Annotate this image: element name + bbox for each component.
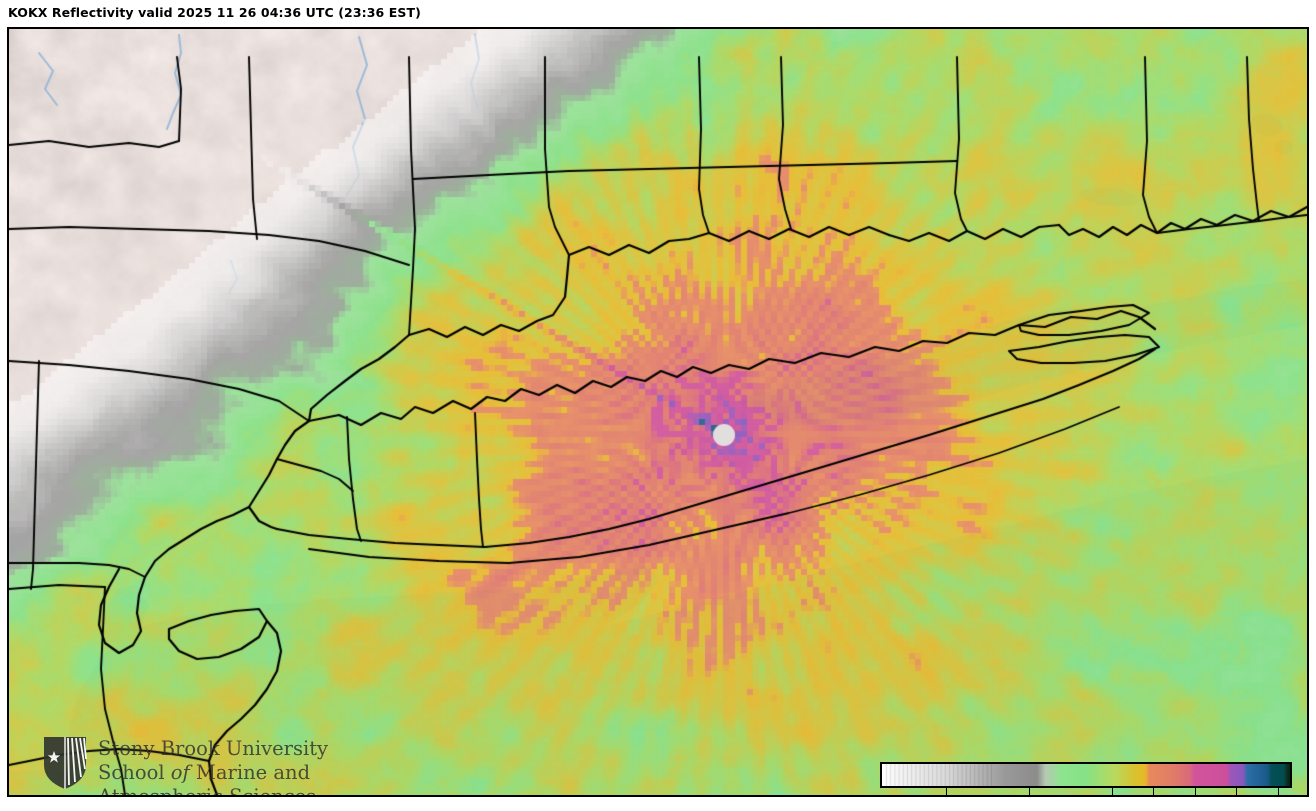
colorbar-tick-0 — [946, 788, 947, 795]
reflectivity-colorbar: 0 20 40 50 60 70 80 — [880, 762, 1294, 797]
colorbar-tick-20 — [1029, 788, 1030, 795]
colorbar-tick-40 — [1112, 788, 1113, 795]
colorbar-label-70: 70 — [1226, 795, 1245, 797]
colorbar-tick-70 — [1236, 788, 1237, 795]
colorbar-label-50: 50 — [1143, 795, 1162, 797]
colorbar-gradient — [880, 762, 1292, 788]
radar-map-frame[interactable]: Stony Brook University School of Marine … — [7, 27, 1309, 797]
colorbar-tick-60 — [1195, 788, 1196, 795]
colorbar-label-0: 0 — [941, 795, 951, 797]
colorbar-label-40: 40 — [1102, 795, 1121, 797]
colorbar-tick-80 — [1278, 788, 1279, 795]
colorbar-label-20: 20 — [1019, 795, 1038, 797]
page-title: KOKX Reflectivity valid 2025 11 26 04:36… — [8, 5, 421, 20]
colorbar-label-60: 60 — [1185, 795, 1204, 797]
title-bar: KOKX Reflectivity valid 2025 11 26 04:36… — [0, 0, 1316, 27]
radar-reflectivity-map[interactable] — [9, 29, 1307, 795]
colorbar-tick-50 — [1153, 788, 1154, 795]
colorbar-label-80: 80 — [1268, 795, 1287, 797]
